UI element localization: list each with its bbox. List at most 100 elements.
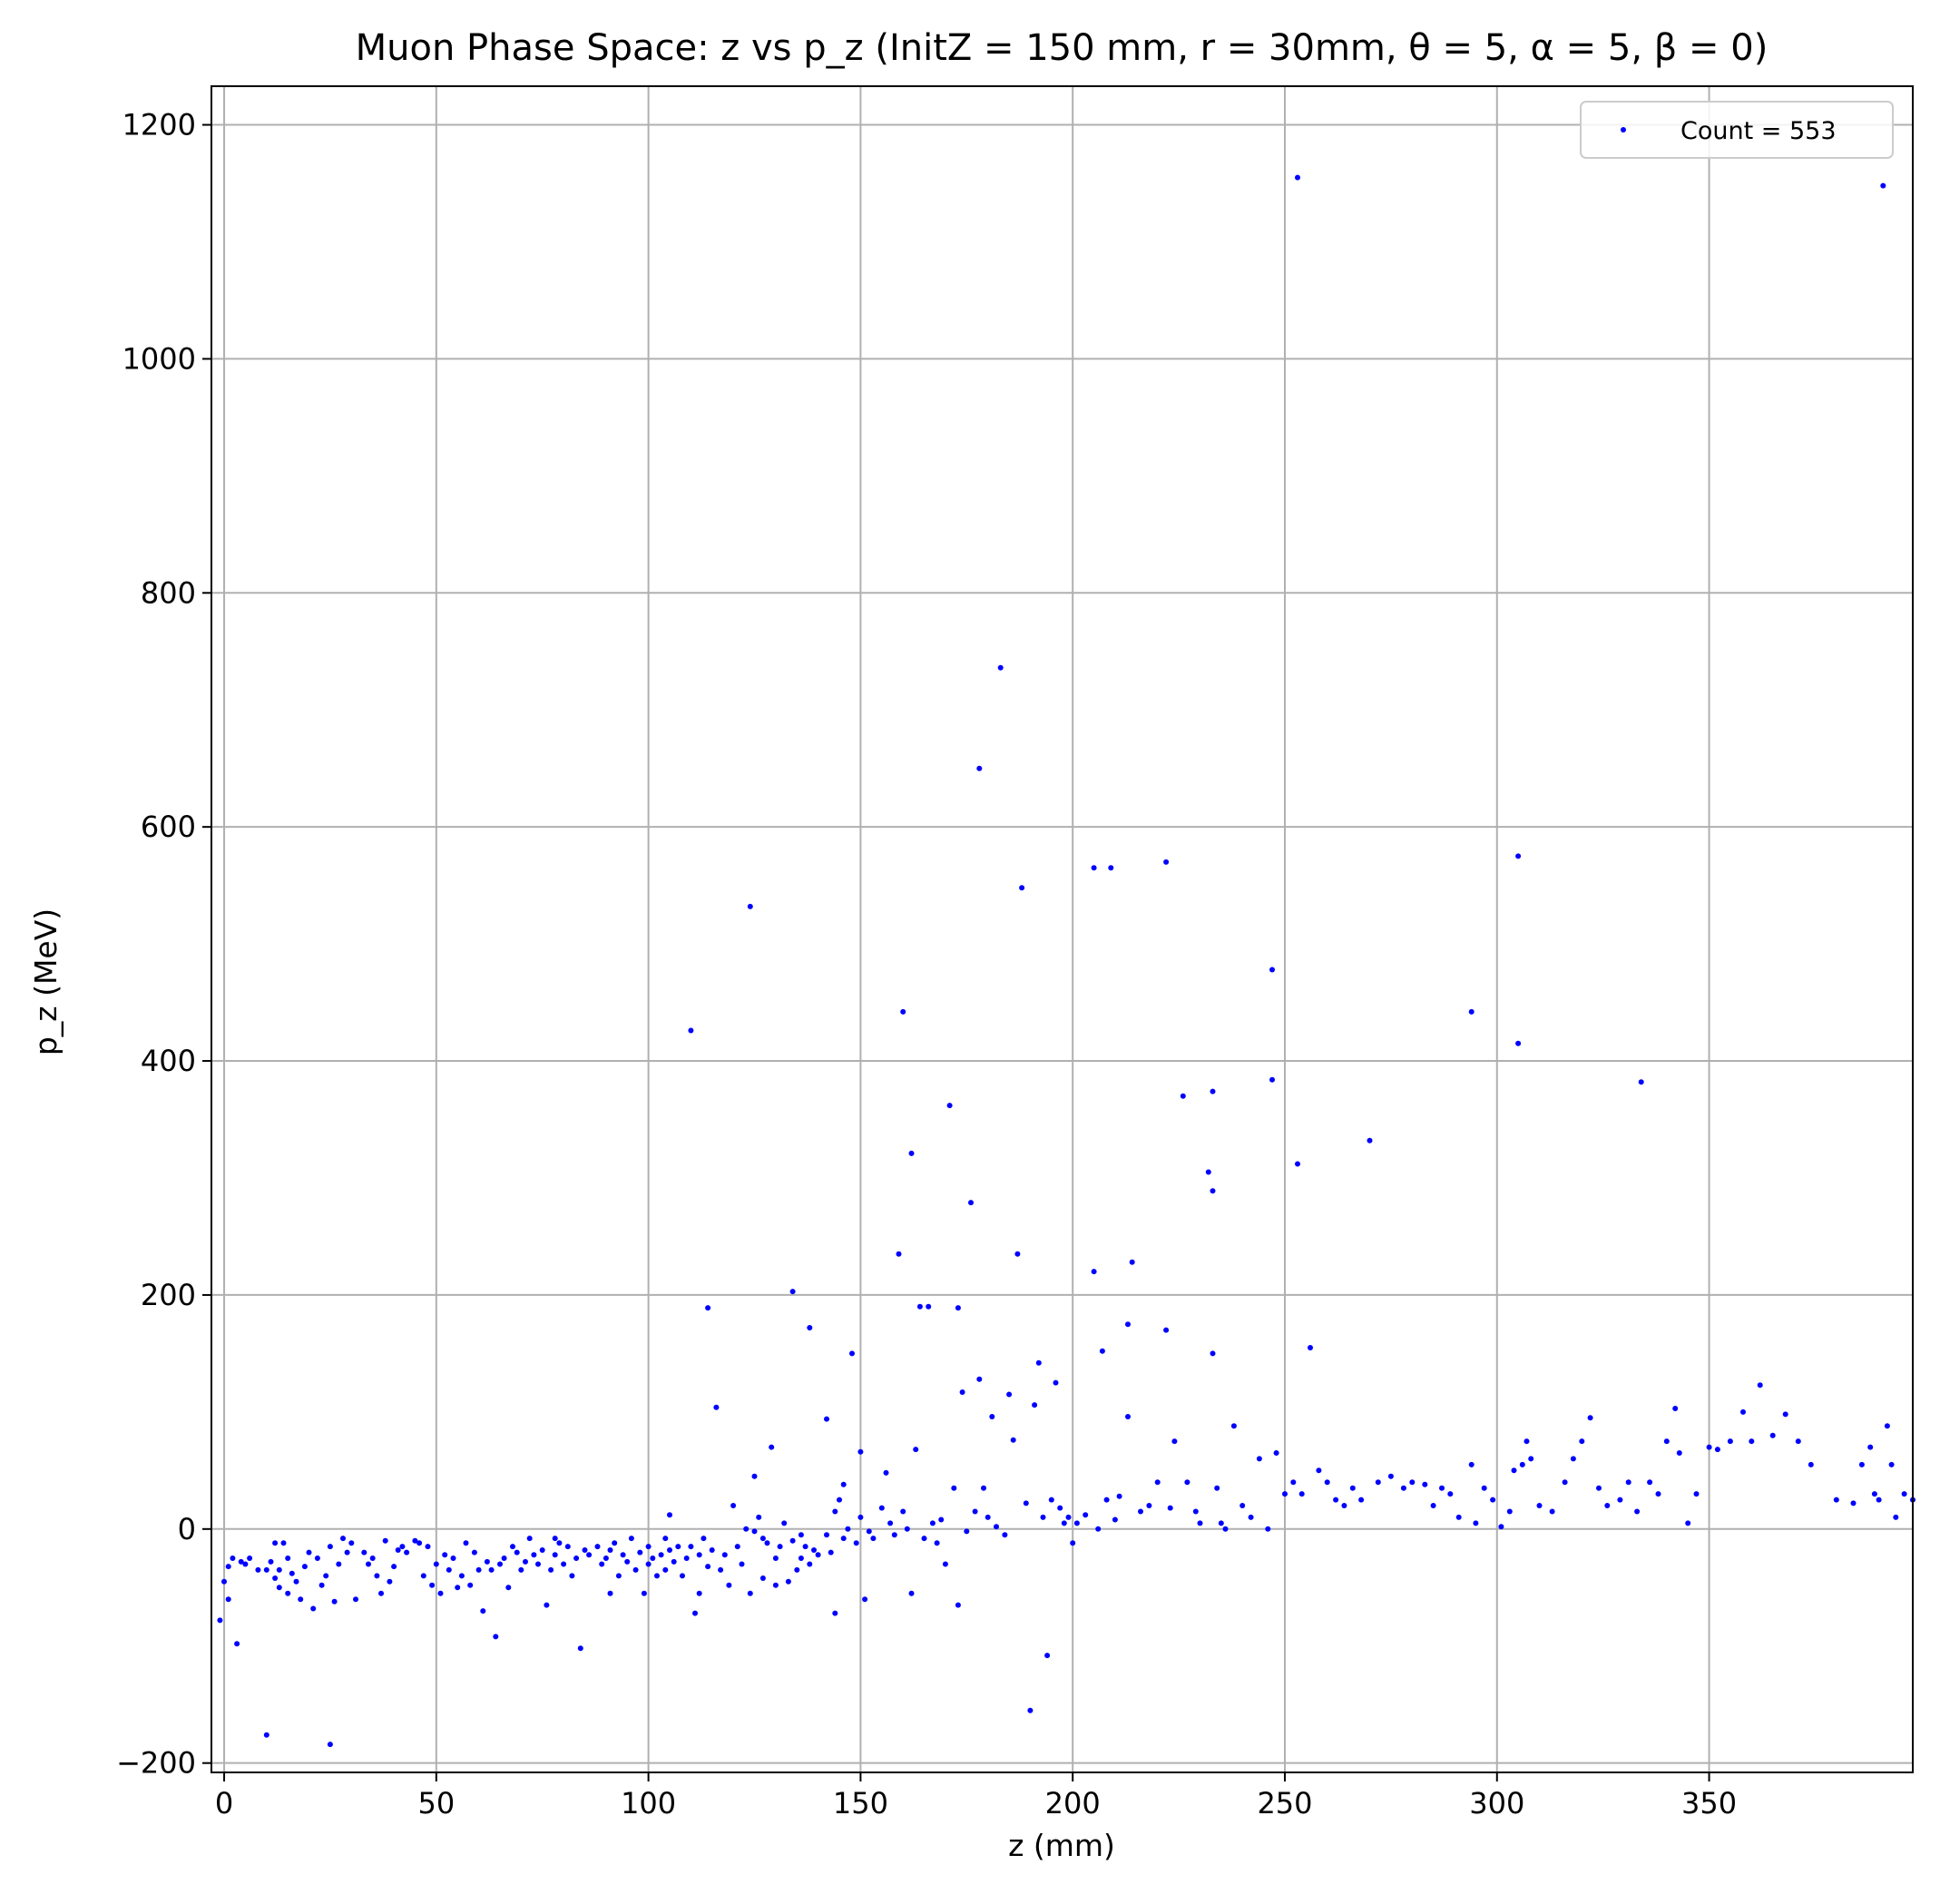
- data-point: [310, 1605, 317, 1612]
- axis-ticks: 0 50 100 150 200 250 300 350 −200 0 200 400 600 800 10…: [116, 108, 1737, 1821]
- data-point: [293, 1578, 299, 1585]
- data-point: [824, 1532, 829, 1538]
- data-point: [837, 1497, 842, 1503]
- legend-label: Count = 553: [1680, 117, 1837, 145]
- data-point: [539, 1547, 545, 1553]
- data-point: [603, 1556, 609, 1561]
- data-point: [934, 1540, 940, 1546]
- data-point: [1400, 1485, 1406, 1491]
- data-point: [921, 1536, 927, 1542]
- data-point: [242, 1561, 249, 1567]
- data-point: [764, 1540, 770, 1546]
- data-point: [577, 1645, 583, 1652]
- data-point: [1210, 1188, 1216, 1194]
- data-point: [1282, 1491, 1288, 1497]
- data-point: [1210, 1088, 1216, 1094]
- data-point: [1549, 1508, 1555, 1515]
- data-point: [1230, 1423, 1237, 1429]
- data-point: [1239, 1503, 1246, 1508]
- data-point: [900, 1008, 906, 1015]
- data-point: [1893, 1514, 1899, 1520]
- data-point: [442, 1552, 448, 1558]
- data-point: [374, 1573, 380, 1579]
- data-point: [680, 1573, 685, 1579]
- data-point: [238, 1558, 244, 1565]
- data-point: [696, 1552, 702, 1558]
- legend-marker: [1621, 127, 1626, 132]
- data-point: [1116, 1493, 1122, 1499]
- data-point: [344, 1549, 350, 1556]
- data-point: [225, 1596, 231, 1603]
- data-point: [1103, 1497, 1110, 1503]
- data-point: [641, 1590, 647, 1596]
- data-point: [1833, 1497, 1839, 1503]
- data-point: [301, 1564, 308, 1570]
- data-point: [794, 1566, 800, 1573]
- data-point: [926, 1303, 932, 1310]
- data-point: [497, 1561, 503, 1567]
- data-point: [789, 1537, 796, 1544]
- y-tick-label: 1200: [122, 108, 196, 142]
- data-point: [382, 1537, 388, 1544]
- data-point: [573, 1556, 580, 1561]
- data-point: [331, 1598, 338, 1605]
- data-point: [314, 1556, 320, 1561]
- data-point: [285, 1556, 291, 1561]
- data-point: [1180, 1093, 1186, 1099]
- x-tick-label: 150: [833, 1786, 888, 1821]
- data-point: [488, 1566, 495, 1573]
- data-point: [1210, 1350, 1216, 1357]
- data-point: [1014, 1251, 1021, 1257]
- y-tick-label: 600: [141, 810, 196, 844]
- data-point: [612, 1540, 618, 1546]
- data-point: [972, 1508, 978, 1515]
- data-point: [1065, 1514, 1072, 1520]
- grid: [211, 86, 1913, 1772]
- data-point: [709, 1547, 715, 1553]
- data-point: [781, 1520, 788, 1526]
- data-point: [437, 1590, 444, 1596]
- data-point: [1473, 1520, 1479, 1526]
- data-point: [1053, 1379, 1059, 1386]
- data-point: [1375, 1479, 1381, 1486]
- data-point: [701, 1536, 707, 1542]
- data-point: [552, 1536, 558, 1542]
- data-point: [523, 1558, 528, 1565]
- data-point: [751, 1528, 758, 1535]
- data-point: [832, 1610, 838, 1616]
- data-point: [1570, 1456, 1576, 1462]
- data-point: [340, 1536, 346, 1542]
- data-point: [1409, 1479, 1416, 1486]
- x-axis-label: z (mm): [1008, 1828, 1115, 1863]
- data-point: [429, 1582, 436, 1588]
- data-point: [785, 1578, 791, 1585]
- data-point: [272, 1540, 279, 1546]
- data-point: [280, 1540, 287, 1546]
- data-point: [1871, 1491, 1877, 1497]
- data-point: [463, 1540, 469, 1546]
- data-point: [1358, 1497, 1365, 1503]
- data-point: [1091, 1269, 1097, 1275]
- data-point: [387, 1578, 393, 1585]
- data-point: [1455, 1514, 1462, 1520]
- data-point: [624, 1558, 631, 1565]
- data-point: [1273, 1450, 1279, 1456]
- data-point: [1880, 182, 1886, 189]
- data-point: [1850, 1500, 1857, 1507]
- data-point: [323, 1573, 329, 1579]
- data-point: [1757, 1382, 1763, 1389]
- data-point: [968, 1200, 974, 1206]
- y-tick-label: −200: [116, 1746, 196, 1781]
- data-point: [564, 1544, 571, 1550]
- data-point: [378, 1590, 384, 1596]
- data-point: [425, 1544, 431, 1550]
- data-point: [862, 1596, 868, 1603]
- data-point: [1528, 1456, 1534, 1462]
- data-point: [268, 1558, 274, 1565]
- data-point: [628, 1536, 634, 1542]
- data-point: [272, 1575, 279, 1581]
- x-tick-label: 200: [1045, 1786, 1101, 1821]
- data-point: [582, 1547, 588, 1553]
- data-point: [883, 1469, 889, 1476]
- data-point: [857, 1514, 864, 1520]
